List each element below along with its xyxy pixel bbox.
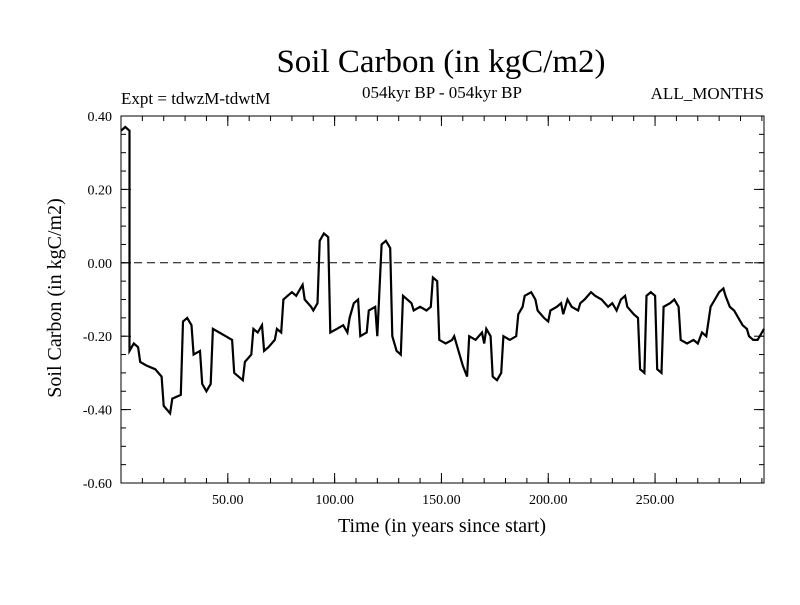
y-tick-label: -0.20 [83, 330, 112, 345]
x-tick-label: 100.00 [315, 493, 354, 508]
plot-frame [120, 115, 765, 484]
y-tick-label: -0.60 [83, 477, 112, 492]
y-tick-label: 0.40 [88, 110, 113, 125]
series-line-soil-carbon [120, 125, 765, 416]
x-tick-label: 250.00 [636, 493, 675, 508]
chart-title: Soil Carbon (in kgC/m2) [276, 44, 605, 80]
x-tick-label: 200.00 [529, 493, 568, 508]
x-tick-label: 150.00 [422, 493, 461, 508]
x-tick-label: 50.00 [212, 493, 244, 508]
x-tick-labels: 50.00 100.00 150.00 200.00 250.00 [212, 493, 674, 508]
y-axis-title: Soil Carbon (in kgC/m2) [44, 198, 66, 397]
months-label: ALL_MONTHS [651, 84, 764, 103]
y-tick-label: -0.40 [83, 404, 112, 419]
y-tick-labels: 0.40 0.20 0.00 -0.20 -0.40 -0.60 [83, 110, 112, 492]
period-label: 054kyr BP - 054kyr BP [362, 83, 522, 102]
major-ticks [121, 115, 764, 484]
minor-ticks [121, 116, 764, 483]
x-axis-title: Time (in years since start) [338, 515, 546, 537]
y-tick-label: 0.20 [88, 183, 113, 198]
y-tick-label: 0.00 [88, 257, 113, 272]
experiment-label: Expt = tdwzM-tdwtM [121, 89, 270, 108]
